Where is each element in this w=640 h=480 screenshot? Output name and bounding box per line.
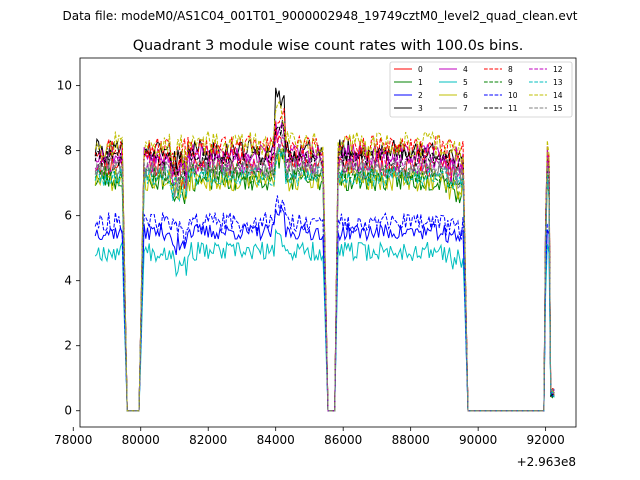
legend-label-11: 11	[508, 104, 518, 113]
y-tick-label: 6	[64, 209, 72, 223]
y-tick-label: 0	[64, 404, 72, 418]
x-tick-label: 82000	[189, 433, 227, 447]
y-tick-label: 4	[64, 274, 72, 288]
legend-label-7: 7	[463, 104, 468, 113]
legend-label-15: 15	[553, 104, 563, 113]
x-tick-label: 86000	[324, 433, 362, 447]
x-axis: 78000 80000 82000 84000 86000 88000 90000 92000	[54, 427, 565, 447]
x-tick-label: 90000	[459, 433, 497, 447]
x-tick-label: 80000	[122, 433, 160, 447]
plot-area-frame	[79, 57, 577, 428]
legend-box	[389, 61, 573, 118]
x-tick-label: 92000	[527, 433, 565, 447]
x-tick-label: 78000	[54, 433, 92, 447]
legend-label-2: 2	[418, 91, 423, 100]
series-line-10	[94, 195, 555, 412]
y-axis: 0 2 4 6 8 10	[57, 79, 80, 418]
legend-label-4: 4	[463, 65, 468, 74]
y-tick-label: 10	[57, 79, 72, 93]
legend-label-13: 13	[553, 78, 563, 87]
legend-label-6: 6	[463, 91, 468, 100]
legend-label-5: 5	[463, 78, 468, 87]
legend-label-9: 9	[508, 78, 513, 87]
x-offset-text: +2.963e8	[517, 455, 576, 469]
x-tick-label: 84000	[257, 433, 295, 447]
legend-label-14: 14	[553, 91, 563, 100]
legend-label-8: 8	[508, 65, 513, 74]
series-line-15	[94, 133, 555, 412]
legend-label-1: 1	[418, 78, 423, 87]
figure-suptitle: Data file: modeM0/AS1C04_001T01_90000029…	[62, 9, 577, 23]
series-layer	[94, 87, 555, 412]
legend-label-12: 12	[553, 65, 563, 74]
chart-title: Quadrant 3 module wise count rates with …	[133, 38, 524, 54]
legend-label-3: 3	[418, 104, 423, 113]
y-tick-label: 2	[64, 339, 72, 353]
x-tick-label: 88000	[392, 433, 430, 447]
legend-label-0: 0	[418, 65, 423, 74]
legend-label-10: 10	[508, 91, 518, 100]
y-tick-label: 8	[64, 144, 72, 158]
